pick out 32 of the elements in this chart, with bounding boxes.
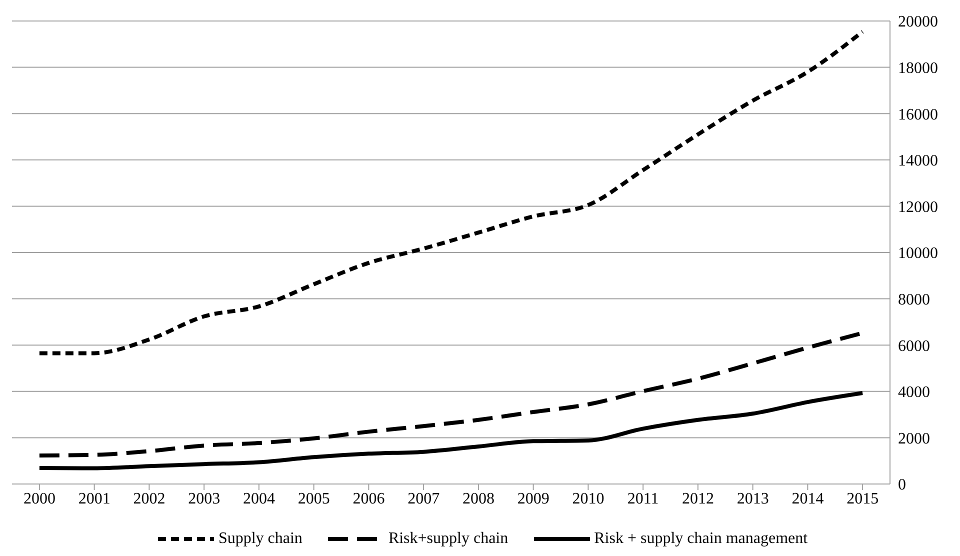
- x-tick-label: 2002: [133, 490, 166, 508]
- x-tick-label: 2011: [627, 490, 659, 508]
- y-tick-label: 16000: [898, 106, 938, 124]
- x-tick-label: 2003: [188, 490, 220, 508]
- x-tick-label: 2015: [846, 490, 879, 508]
- x-tick-label: 2008: [462, 490, 494, 508]
- x-tick-label: 2009: [517, 490, 550, 508]
- line-series: [37, 391, 865, 470]
- y-tick-label: 8000: [898, 291, 930, 308]
- x-tick-label: 2005: [298, 490, 330, 508]
- line-series: [37, 30, 865, 356]
- y-tick-label: 0: [898, 476, 906, 494]
- y-tick-label: 12000: [898, 198, 938, 216]
- x-tick-label: 2013: [736, 490, 769, 508]
- y-tick-label: 14000: [898, 152, 938, 170]
- x-tick-label: 2012: [682, 490, 714, 508]
- y-tick-label: 20000: [898, 14, 938, 31]
- x-tick-label: 2000: [23, 490, 56, 508]
- x-tick-label: 2014: [792, 490, 824, 508]
- legend-label: Risk+supply chain: [388, 530, 508, 548]
- y-tick-label: 18000: [898, 60, 938, 77]
- x-tick-label: 2004: [242, 490, 275, 508]
- y-tick-label: 4000: [898, 384, 930, 402]
- x-tick-label: 2010: [572, 490, 604, 508]
- legend-label: Risk + supply chain management: [594, 530, 808, 548]
- x-tick-label: 2006: [352, 490, 385, 508]
- y-tick-label: 6000: [898, 338, 930, 355]
- y-tick-label: 2000: [898, 430, 930, 448]
- y-tick-label: 10000: [898, 245, 938, 262]
- x-tick-label: 2001: [78, 490, 110, 508]
- legend-label: Supply chain: [218, 530, 302, 548]
- x-tick-label: 2007: [408, 490, 440, 508]
